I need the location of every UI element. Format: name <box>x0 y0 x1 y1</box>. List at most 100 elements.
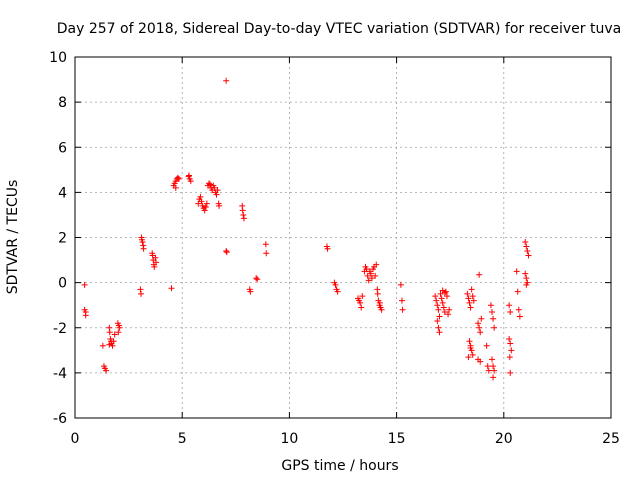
data-point <box>363 266 370 273</box>
data-point <box>197 193 204 200</box>
data-point <box>507 369 514 376</box>
data-point <box>514 288 521 295</box>
data-point <box>440 304 447 311</box>
data-point <box>247 288 254 295</box>
y-axis: -6 -4 -2 0 2 4 6 8 10 <box>49 50 611 427</box>
data-point <box>358 304 365 311</box>
data-point <box>253 275 260 282</box>
data-point <box>491 367 498 374</box>
data-point <box>467 345 474 352</box>
data-point <box>439 299 446 306</box>
data-point <box>435 324 442 331</box>
data-point <box>490 363 497 370</box>
data-point <box>195 200 202 207</box>
x-axis-label: GPS time / hours <box>281 458 398 474</box>
data-point <box>437 290 444 297</box>
data-point <box>153 259 160 266</box>
data-point <box>223 248 230 255</box>
data-point <box>239 207 246 214</box>
data-point <box>240 211 247 218</box>
data-point <box>485 367 492 374</box>
x-axis: 0 5 10 15 20 25 <box>71 57 620 447</box>
data-point <box>476 271 483 278</box>
data-point <box>254 276 261 283</box>
data-point <box>263 250 270 257</box>
y-tick-label: 2 <box>58 231 67 247</box>
data-point <box>476 324 483 331</box>
data-point <box>469 293 476 300</box>
data-point <box>433 297 440 304</box>
y-tick-label: 10 <box>49 50 67 66</box>
data-point <box>489 356 496 363</box>
data-point <box>477 329 484 336</box>
data-point <box>522 239 529 246</box>
data-point <box>478 315 485 322</box>
data-point <box>467 304 474 311</box>
data-point <box>187 178 194 185</box>
data-point <box>442 288 449 295</box>
y-axis-label: SDTVAR / TECUs <box>5 180 21 295</box>
data-point <box>524 248 531 255</box>
chart-title: Day 257 of 2018, Sidereal Day-to-day VTE… <box>57 21 621 37</box>
data-point <box>399 306 406 313</box>
y-tick-label: -2 <box>53 321 67 337</box>
data-point <box>137 286 144 293</box>
data-point <box>436 329 443 336</box>
data-point <box>211 184 218 191</box>
data-point <box>213 191 220 198</box>
data-point <box>174 174 181 181</box>
data-point <box>490 374 497 381</box>
data-point <box>506 354 513 361</box>
data-point <box>207 181 214 188</box>
data-point <box>513 268 520 275</box>
data-point <box>434 317 441 324</box>
data-point <box>466 299 473 306</box>
data-point <box>464 290 471 297</box>
data-point <box>434 302 441 309</box>
data-point <box>466 338 473 345</box>
data-point <box>223 77 230 84</box>
data-point <box>110 338 117 345</box>
data-point <box>223 249 230 256</box>
data-point <box>516 313 523 320</box>
data-point <box>468 286 475 293</box>
data-point <box>198 198 205 205</box>
data-point <box>172 184 179 191</box>
data-point <box>445 311 452 318</box>
data-point <box>359 293 366 300</box>
data-point <box>81 281 88 288</box>
data-point <box>523 281 530 288</box>
data-point <box>443 293 450 300</box>
data-point <box>398 297 405 304</box>
data-point <box>523 243 530 250</box>
data-points <box>81 77 532 381</box>
data-point <box>202 204 209 211</box>
data-point <box>469 351 476 358</box>
data-point <box>151 263 158 270</box>
data-point <box>522 270 529 277</box>
data-point <box>523 275 530 282</box>
data-point <box>240 215 247 222</box>
data-point <box>465 354 472 361</box>
data-point <box>365 277 372 284</box>
data-point <box>470 297 477 304</box>
data-point <box>214 187 221 194</box>
data-point <box>82 312 89 319</box>
data-point <box>465 295 472 302</box>
data-point <box>357 299 364 306</box>
data-point <box>139 239 146 246</box>
data-point <box>525 252 532 259</box>
data-point <box>367 270 374 277</box>
data-point <box>106 341 113 348</box>
data-point <box>376 299 383 306</box>
data-point <box>140 245 147 252</box>
data-point <box>116 324 123 331</box>
data-point <box>99 342 106 349</box>
data-point <box>436 313 443 320</box>
y-tick-label: 0 <box>58 276 67 292</box>
data-point <box>168 285 175 292</box>
data-point <box>203 200 210 207</box>
data-point <box>364 272 371 279</box>
data-point <box>446 306 453 313</box>
